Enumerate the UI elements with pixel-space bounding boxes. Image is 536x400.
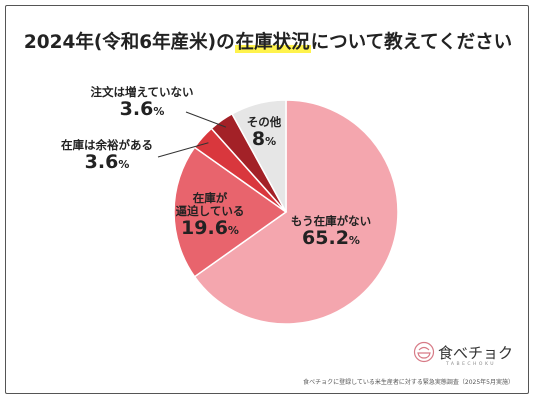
chart-title: 2024年(令和6年産米)の在庫状況について教えてください [0, 28, 536, 54]
title-suffix: について教えてください [310, 32, 513, 53]
label-other-name: その他 [246, 115, 282, 129]
label-ample-stock-value: 3.6 [84, 151, 119, 174]
leader-lines [157, 111, 227, 158]
leader-ample-stock [157, 142, 209, 158]
label-no-stock-unit: % [348, 234, 360, 248]
label-tight-stock-name-1: 在庫が [192, 191, 228, 205]
label-ample-stock-unit: % [118, 158, 130, 172]
leader-orders-flat [185, 111, 227, 128]
label-ample-stock: 在庫は余裕がある 3.6% [52, 138, 162, 174]
label-no-stock-value: 65.2 [302, 227, 349, 250]
label-other-value: 8 [251, 128, 266, 151]
logo-subtext: TABECHOKU [446, 362, 497, 367]
source-note: 食べチョクに登録している米生産者に対する緊急実態調査（2025年5月実施） [303, 379, 514, 386]
title-prefix: 2024年(令和6年産米)の [23, 32, 235, 53]
label-tight-stock-unit: % [227, 224, 239, 238]
label-orders-flat-name: 注文は増えていない [90, 85, 194, 99]
slice-tight-stock [173, 146, 288, 278]
slice-no-stock [193, 99, 399, 325]
label-tight-stock-value: 19.6 [181, 217, 228, 240]
label-no-stock-name: もう在庫がない [290, 214, 372, 228]
label-other-unit: % [265, 135, 277, 149]
title-highlight: 在庫状況 [234, 32, 311, 53]
rice-bowl-icon [413, 341, 435, 363]
pie-slices [173, 99, 399, 325]
label-tight-stock-name-2: 逼迫している [175, 204, 245, 219]
brand-logo: 食べチョク TABECHOKU [413, 341, 523, 369]
label-orders-flat-value: 3.6 [119, 98, 154, 121]
label-orders-flat-unit: % [153, 105, 165, 119]
label-other: その他 8% [236, 115, 292, 151]
logo-text: 食べチョク [438, 344, 514, 362]
label-ample-stock-name: 在庫は余裕がある [61, 138, 153, 152]
label-orders-flat: 注文は増えていない 3.6% [82, 85, 202, 121]
label-tight-stock: 在庫が 逼迫している 19.6% [165, 191, 255, 240]
slice-other [231, 99, 287, 213]
label-no-stock: もう在庫がない 65.2% [283, 214, 379, 250]
